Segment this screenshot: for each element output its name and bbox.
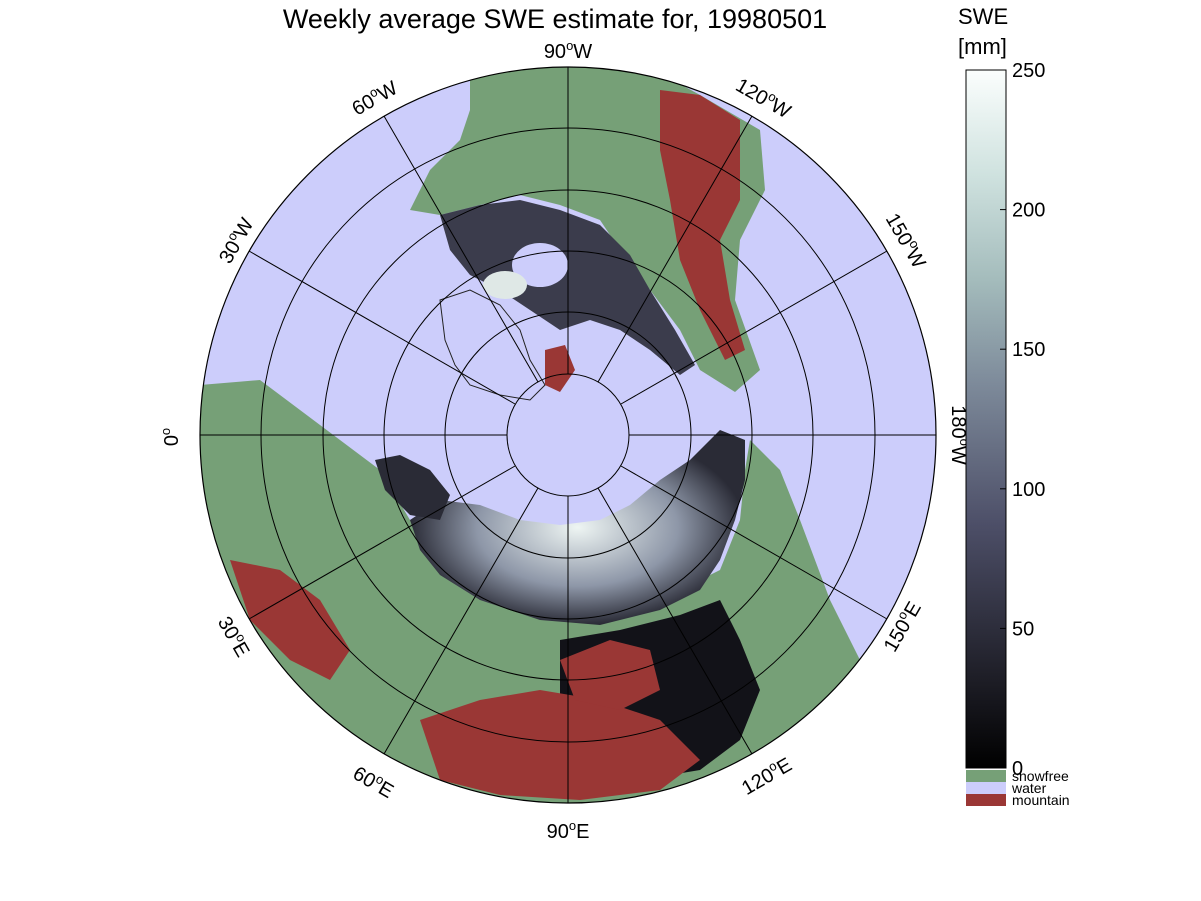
colorbar-title-line2: [mm] xyxy=(958,34,1007,59)
lon-label-90e: 90oE xyxy=(547,818,590,843)
colorbar-tick-label: 150 xyxy=(1012,339,1045,361)
lon-label-0: 0o xyxy=(158,428,183,446)
rocky-mountains xyxy=(660,90,745,360)
na-snow-bright xyxy=(483,271,527,299)
category-label-snowfree: snowfree xyxy=(1012,768,1069,784)
greenland-outline xyxy=(439,289,546,401)
hudson-bay xyxy=(512,243,568,287)
category-label-water: water xyxy=(1011,780,1047,796)
colorbar-ticks: 0 50 100 150 200 250 xyxy=(1000,60,1045,780)
colorbar-tick-label: 100 xyxy=(1012,479,1045,501)
category-swatch-snowfree xyxy=(966,770,1006,782)
colorbar-title-line1: SWE xyxy=(958,4,1008,29)
scandinavia-snow xyxy=(375,455,450,520)
lon-label-90w: 90oW xyxy=(544,38,592,63)
colorbar-gradient xyxy=(965,69,1007,769)
category-swatch-mountain xyxy=(966,794,1006,806)
meridians xyxy=(200,67,936,803)
colorbar-tick-label: 200 xyxy=(1012,200,1045,222)
himalaya-mountain xyxy=(420,690,700,800)
colorbar-tick-label: 50 xyxy=(1012,618,1034,640)
category-label-mountain: mountain xyxy=(1012,792,1070,808)
colorbar-tick-label: 0 xyxy=(1012,758,1023,780)
central-asia-mountain xyxy=(560,640,660,710)
colorbar-tick-label: 250 xyxy=(1012,60,1045,82)
eurasia-snow xyxy=(410,430,745,625)
colorbar: SWE [mm] 0 50 100 150 200 250 snowfreewatermo… xyxy=(958,4,1070,808)
lon-label-180w: 180oW xyxy=(947,405,972,465)
category-swatch-water xyxy=(966,782,1006,794)
polar-map xyxy=(200,67,936,803)
map-title: Weekly average SWE estimate for, 1998050… xyxy=(282,4,828,34)
lon-label-60e: 60oE xyxy=(349,760,399,803)
lon-label-120e: 120oE xyxy=(737,751,796,800)
map-boundary xyxy=(199,66,937,804)
alps-mountain xyxy=(230,560,350,680)
